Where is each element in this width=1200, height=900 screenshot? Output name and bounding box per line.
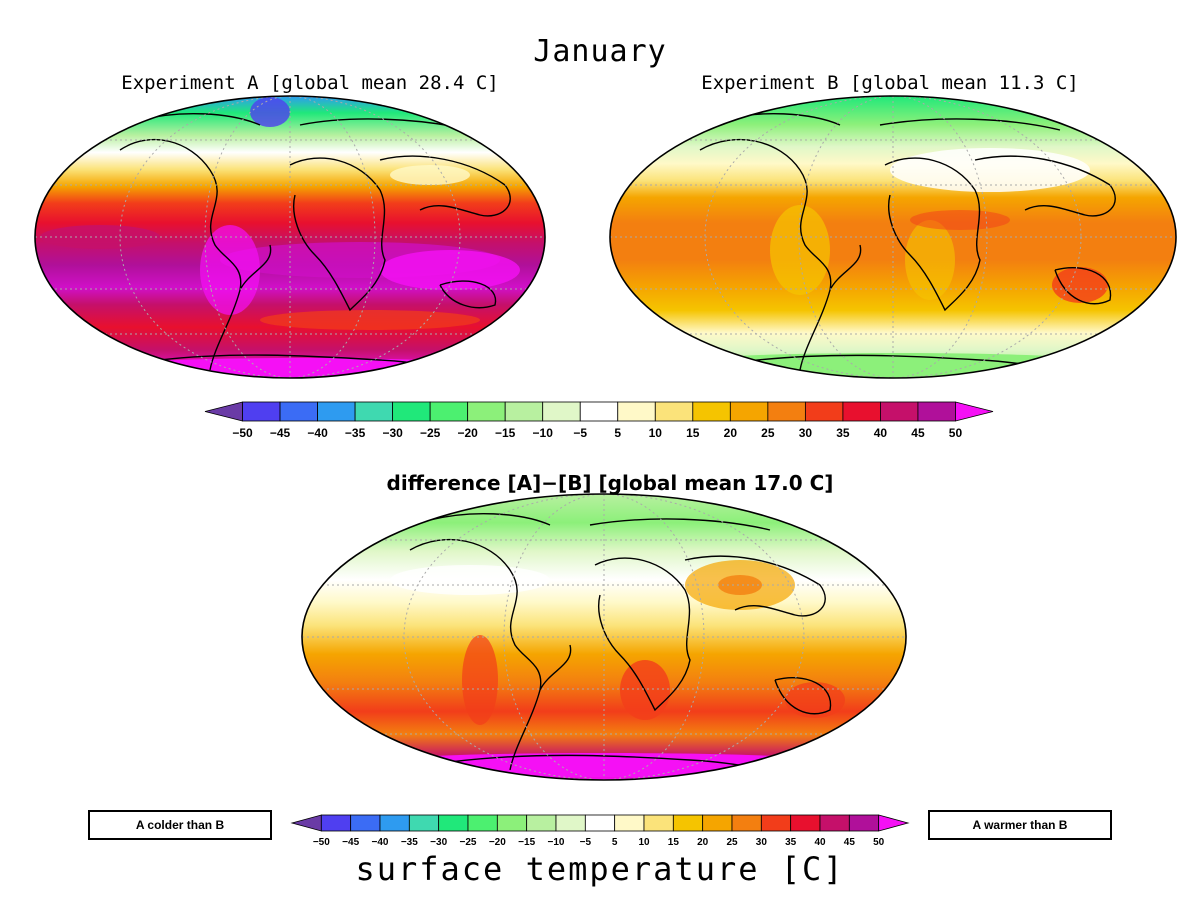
graticule-a (35, 96, 545, 378)
colorbar-tick-label: 50 (873, 837, 885, 848)
colorbar-tick-label: −50 (313, 837, 330, 848)
colorbar-swatch (584, 814, 616, 832)
colorbar-swatch (496, 814, 528, 832)
graticule-b (610, 96, 1176, 378)
colorbar-swatch (643, 814, 674, 832)
map-difference (301, 493, 907, 781)
colorbar-tick-label: −5 (573, 426, 587, 440)
colorbar-swatch (790, 814, 821, 832)
colorbar-swatch (672, 814, 704, 832)
legend-note-warmer: A warmer than B (928, 810, 1112, 840)
colorbar-tick-label: −40 (307, 426, 328, 440)
graticule-diff (302, 494, 906, 780)
panel-diff-title: difference [A]−[B] [global mean 17.0 C] (386, 471, 834, 495)
colorbar-swatch (917, 401, 956, 422)
colorbar-swatch (429, 401, 469, 422)
colorbar-swatch (848, 814, 880, 832)
colorbar-tick-label: 25 (761, 426, 775, 440)
colorbar-tick-label: 40 (874, 426, 888, 440)
colorbar-swatch (526, 814, 557, 832)
colorbar-tick-label: 20 (697, 837, 709, 848)
colorbar-tick-label: −50 (232, 426, 253, 440)
colorbar-tick-label: −35 (345, 426, 366, 440)
colorbar-arrow-low (204, 401, 243, 422)
colorbar-tick-label: 45 (911, 426, 925, 440)
colorbar-tick-label: −10 (533, 426, 554, 440)
colorbar-swatch (614, 814, 645, 832)
colorbar-tick-label: 15 (686, 426, 700, 440)
colorbar-tick-label: 45 (844, 837, 856, 848)
colorbar-swatch (579, 401, 619, 422)
colorbar-tick-label: 5 (614, 426, 621, 440)
colorbar-swatch (320, 814, 352, 832)
colorbar-tick-label: −25 (460, 837, 477, 848)
colorbar-tick-label: −45 (342, 837, 359, 848)
colorbar-swatch (819, 814, 850, 832)
colorbar-tick-label: 15 (668, 837, 680, 848)
colorbar-tick-label: −35 (401, 837, 418, 848)
colorbar-swatch (654, 401, 694, 422)
colorbar-tick-label: −45 (270, 426, 291, 440)
colorbar-swatch (438, 814, 469, 832)
coastlines-diff (409, 512, 832, 776)
colorbar-swatch (279, 401, 318, 422)
colorbar-swatch (767, 401, 806, 422)
colorbar-tick-label: −40 (372, 837, 389, 848)
main-title: January (533, 34, 667, 69)
colorbar-arrow-high (878, 814, 910, 832)
colorbar-swatch (542, 401, 581, 422)
panel-b-title: Experiment B [global mean 11.3 C] (701, 72, 1079, 94)
colorbar-swatch (317, 401, 356, 422)
colorbar-swatch (504, 401, 544, 422)
colorbar-swatch (760, 814, 792, 832)
colorbar-tick-label: 30 (799, 426, 813, 440)
colorbar-swatch (392, 401, 431, 422)
colorbar-swatch (467, 401, 506, 422)
colorbar-tick-label: −20 (489, 837, 506, 848)
colorbar-tick-label: −5 (580, 837, 592, 848)
colorbar-swatch (880, 401, 919, 422)
colorbar-swatch (379, 814, 410, 832)
colorbar-tick-label: 50 (949, 426, 963, 440)
colorbar-tick-label: −25 (420, 426, 441, 440)
colorbar-top: −50 −45 −40 −35 −30 −25 −20 −15 −10 −5 5 10 15 20 25 30… (204, 401, 994, 440)
colorbar-swatch (617, 401, 656, 422)
colorbar-tick-label: 25 (726, 837, 738, 848)
colorbar-swatch (692, 401, 731, 422)
colorbar-tick-label: 30 (756, 837, 768, 848)
colorbar-tick-label: 35 (785, 837, 797, 848)
colorbar-bottom: −50 −45 −40 −35 −30 −25 −20 −15 −10 −5 5 10 15 20 25 30… (290, 814, 910, 848)
colorbar-tick-label: 10 (649, 426, 663, 440)
colorbar-swatch (731, 814, 762, 832)
colorbar-tick-label: 5 (612, 837, 618, 848)
colorbar-tick-label: −15 (518, 837, 535, 848)
colorbar-swatch (555, 814, 586, 832)
colorbar-tick-label: −30 (382, 426, 403, 440)
colorbar-swatch (842, 401, 881, 422)
map-experiment-b (609, 95, 1177, 379)
colorbar-swatch (408, 814, 440, 832)
panel-a-title: Experiment A [global mean 28.4 C] (121, 72, 499, 94)
colorbar-swatch (350, 814, 381, 832)
colorbar-tick-label: −30 (430, 837, 447, 848)
colorbar-tick-label: −20 (457, 426, 478, 440)
colorbar-arrow-high (955, 401, 994, 422)
colorbar-swatch (804, 401, 844, 422)
colorbar-swatch (242, 401, 281, 422)
colorbar-tick-label: 10 (638, 837, 650, 848)
map-experiment-a (34, 95, 546, 379)
bottom-label: surface temperature [C] (355, 850, 845, 888)
colorbar-arrow-low (290, 814, 322, 832)
colorbar-swatch (467, 814, 498, 832)
colorbar-tick-label: 35 (836, 426, 850, 440)
colorbar-tick-label: −10 (548, 837, 565, 848)
colorbar-swatch (702, 814, 733, 832)
colorbar-tick-label: 40 (814, 837, 826, 848)
colorbar-swatch (729, 401, 769, 422)
colorbar-tick-label: 20 (724, 426, 738, 440)
legend-note-colder: A colder than B (88, 810, 272, 840)
colorbar-swatch (354, 401, 394, 422)
colorbar-tick-label: −15 (495, 426, 516, 440)
